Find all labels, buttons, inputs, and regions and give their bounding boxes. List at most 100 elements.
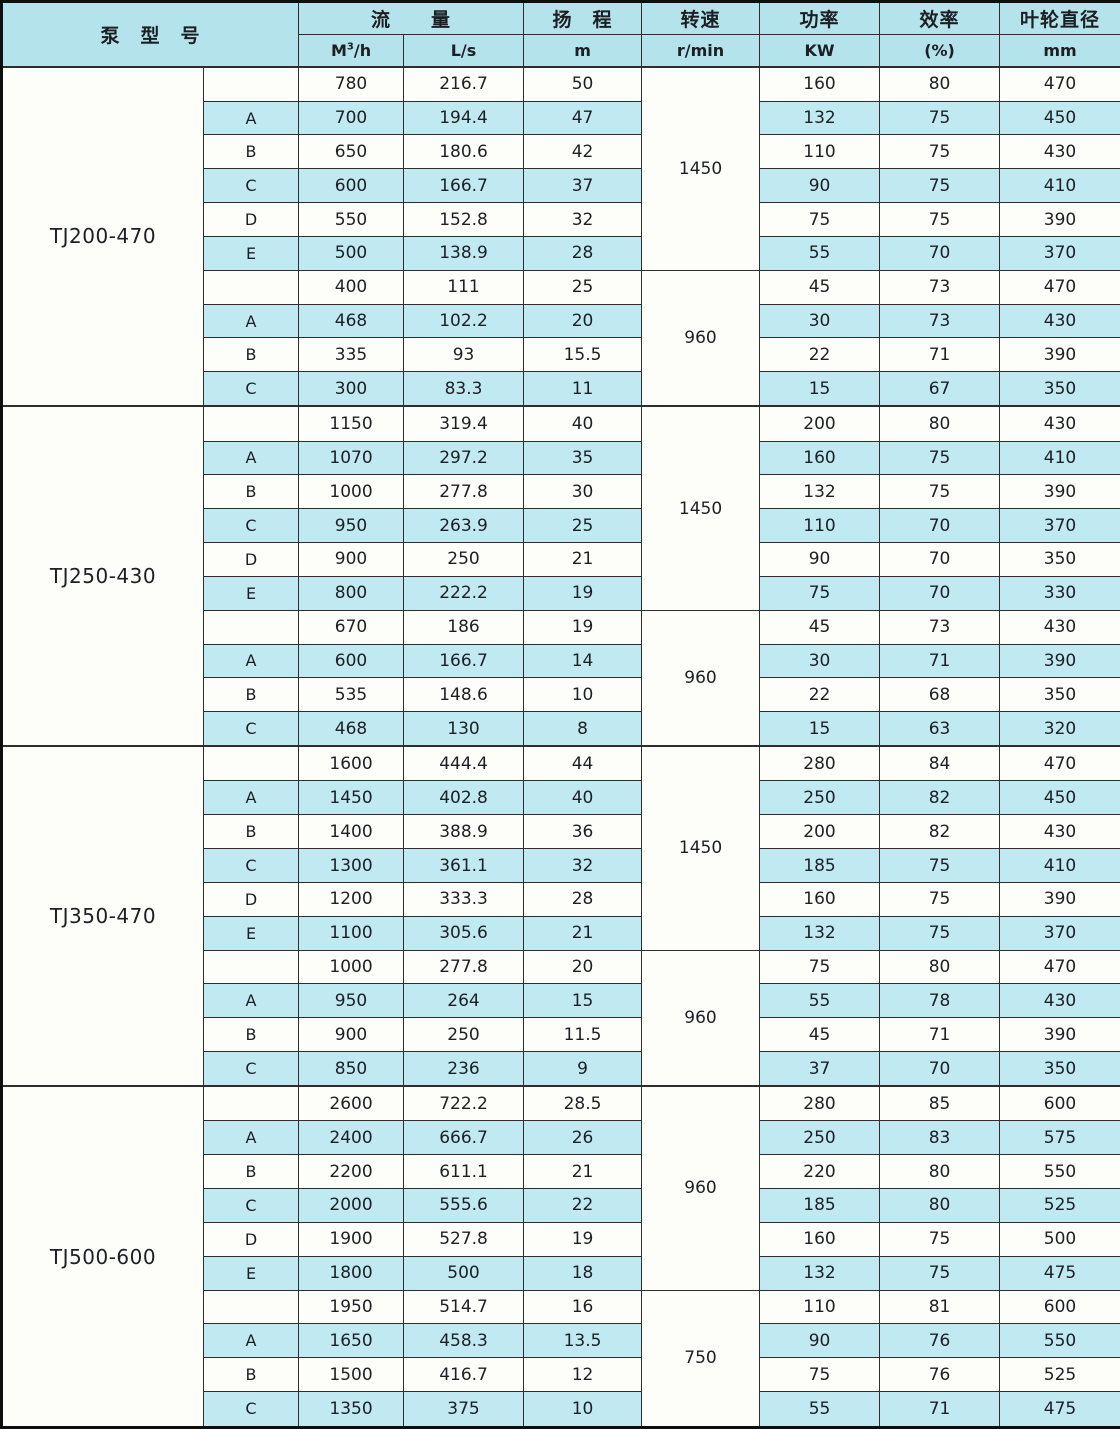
head-cell: 19 <box>523 609 643 645</box>
efficiency-cell: 81 <box>879 1289 1001 1325</box>
flow-m3h-cell: 2600 <box>298 1085 405 1122</box>
efficiency-cell: 75 <box>879 168 1001 204</box>
flow-ls-cell: 250 <box>403 1017 525 1053</box>
impeller-cell: 330 <box>999 575 1120 611</box>
efficiency-cell: 85 <box>879 1085 1001 1122</box>
table-header: 泵 型 号 流 量 扬 程 转速 功率 效率 叶轮直径 M3/h L/s m r… <box>0 1 1120 67</box>
power-cell: 75 <box>759 575 881 611</box>
unit-rpm: r/min <box>641 34 761 67</box>
speed-cell: 960 <box>641 609 761 747</box>
table-row: D 1900 527.8 19 160 75 500 <box>2 1221 1120 1257</box>
flow-ls-cell: 186 <box>403 609 525 645</box>
impeller-cell: 350 <box>999 542 1120 577</box>
model-cell: TJ250-430 <box>1 405 204 747</box>
impeller-cell: 390 <box>999 474 1120 510</box>
unit-percent: (%) <box>879 34 1001 67</box>
flow-ls-cell: 722.2 <box>403 1085 525 1122</box>
head-cell: 28 <box>523 235 643 271</box>
impeller-cell: 450 <box>999 100 1120 136</box>
impeller-cell: 475 <box>999 1390 1120 1429</box>
power-cell: 22 <box>759 677 881 713</box>
variant-cell: E <box>202 1255 300 1291</box>
head-cell: 10 <box>523 1390 643 1429</box>
flow-m3h-cell: 1000 <box>298 949 405 985</box>
impeller-cell: 430 <box>999 405 1120 442</box>
flow-m3h-cell: 1900 <box>298 1221 405 1257</box>
head-cell: 40 <box>523 780 643 816</box>
efficiency-cell: 80 <box>879 949 1001 985</box>
speed-cell: 960 <box>641 949 761 1087</box>
flow-m3h-cell: 1350 <box>298 1390 405 1429</box>
table-row: B 535 148.6 10 22 68 350 <box>2 677 1120 713</box>
head-cell: 13.5 <box>523 1323 643 1359</box>
head-cell: 20 <box>523 303 643 339</box>
power-cell: 132 <box>759 915 881 951</box>
variant-cell: A <box>202 1323 300 1359</box>
table-row: TJ250-430 1150 319.4 40 1450 200 80 430 <box>1 405 1120 747</box>
flow-m3h-cell: 300 <box>298 371 405 407</box>
impeller-cell: 430 <box>999 609 1120 645</box>
efficiency-cell: 70 <box>879 1051 1001 1087</box>
head-cell: 19 <box>523 575 643 611</box>
impeller-cell: 470 <box>999 269 1120 305</box>
head-cell: 30 <box>523 474 643 510</box>
table-row: D 1200 333.3 28 160 75 390 <box>2 881 1120 917</box>
table-row: B 650 180.6 42 110 75 430 <box>2 134 1120 170</box>
impeller-cell: 390 <box>999 337 1120 373</box>
head-cell: 28 <box>523 881 643 917</box>
flow-m3h-cell: 650 <box>298 134 405 170</box>
flow-m3h-cell: 1300 <box>298 848 405 883</box>
table-row: E 500 138.9 28 55 70 370 <box>2 235 1120 271</box>
variant-cell: D <box>202 1221 300 1257</box>
power-cell: 55 <box>759 983 881 1019</box>
power-cell: 75 <box>759 1357 881 1392</box>
efficiency-cell: 82 <box>879 780 1001 816</box>
head-cell: 25 <box>523 508 643 544</box>
head-cell: 22 <box>523 1188 643 1223</box>
header-flow: 流 量 <box>298 1 525 35</box>
variant-cell: D <box>202 881 300 917</box>
impeller-cell: 430 <box>999 814 1120 850</box>
head-cell: 26 <box>523 1120 643 1156</box>
variant-cell: C <box>202 168 300 204</box>
impeller-cell: 410 <box>999 168 1120 204</box>
power-cell: 280 <box>759 745 881 782</box>
speed-cell: 960 <box>641 269 761 407</box>
variant-cell: A <box>202 780 300 816</box>
head-cell: 14 <box>523 643 643 679</box>
head-cell: 15 <box>523 983 643 1019</box>
head-cell: 8 <box>523 711 643 747</box>
impeller-cell: 410 <box>999 848 1120 883</box>
head-cell: 12 <box>523 1357 643 1392</box>
flow-m3h-cell: 400 <box>298 269 405 305</box>
variant-cell <box>202 269 300 305</box>
impeller-cell: 430 <box>999 983 1120 1019</box>
flow-ls-cell: 138.9 <box>403 235 525 271</box>
variant-cell: C <box>202 1390 300 1429</box>
table-row: D 550 152.8 32 75 75 390 <box>2 202 1120 237</box>
table-row: A 468 102.2 20 30 73 430 <box>2 303 1120 339</box>
efficiency-cell: 75 <box>879 134 1001 170</box>
flow-ls-cell: 102.2 <box>403 303 525 339</box>
flow-m3h-cell: 700 <box>298 100 405 136</box>
impeller-cell: 410 <box>999 440 1120 476</box>
flow-ls-cell: 527.8 <box>403 1221 525 1257</box>
efficiency-cell: 75 <box>879 848 1001 883</box>
impeller-cell: 390 <box>999 1017 1120 1053</box>
impeller-cell: 575 <box>999 1120 1120 1156</box>
variant-cell: E <box>202 915 300 951</box>
efficiency-cell: 76 <box>879 1357 1001 1392</box>
power-cell: 132 <box>759 100 881 136</box>
power-cell: 45 <box>759 269 881 305</box>
head-cell: 15.5 <box>523 337 643 373</box>
head-cell: 42 <box>523 134 643 170</box>
head-cell: 11 <box>523 371 643 407</box>
flow-ls-cell: 514.7 <box>403 1289 525 1325</box>
efficiency-cell: 71 <box>879 1017 1001 1053</box>
flow-m3h-cell: 468 <box>298 711 405 747</box>
variant-cell: A <box>202 303 300 339</box>
flow-ls-cell: 458.3 <box>403 1323 525 1359</box>
impeller-cell: 450 <box>999 780 1120 816</box>
head-cell: 35 <box>523 440 643 476</box>
